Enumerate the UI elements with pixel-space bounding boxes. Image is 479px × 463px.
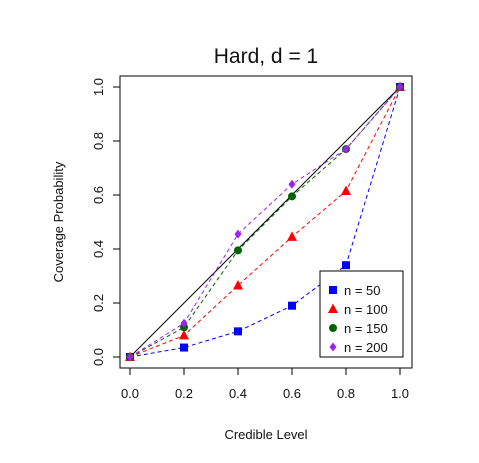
data-point-s4-4: [342, 144, 350, 154]
data-point-s4-2: [234, 229, 242, 239]
legend-label-2: n = 100: [344, 302, 388, 317]
chart-title: Hard, d = 1: [214, 45, 318, 68]
data-point-s2-2: [233, 279, 243, 290]
legend-label-4: n = 200: [344, 340, 388, 355]
y-tick-label: 0.4: [91, 240, 106, 258]
reference-line-layer: [129, 86, 401, 358]
data-point-s2-3: [287, 231, 297, 241]
data-point-s2-4: [341, 185, 351, 195]
x-tick-label: 0.4: [229, 386, 247, 401]
series-line-2: [129, 86, 401, 358]
y-tick-label: 0.0: [91, 348, 106, 366]
reference-diagonal-line: [129, 86, 401, 358]
y-tick-label: 1.0: [91, 78, 106, 96]
data-point-s2-1: [179, 329, 189, 340]
data-point-s3-2: [234, 246, 242, 255]
data-point-s4-0: [126, 352, 134, 362]
legend-label-1: n = 50: [344, 283, 381, 298]
data-point-s4-5: [396, 82, 404, 92]
y-tick-label: 0.2: [91, 294, 106, 312]
series-line-4: [129, 86, 401, 358]
y-axis-label: Coverage Probability: [51, 161, 66, 282]
x-axis: 0.0 0.2 0.4 0.6 0.8 1.0: [121, 367, 409, 401]
legend-marker-3: [329, 324, 337, 332]
series-line-1: [129, 86, 401, 358]
data-point-s3-3: [288, 192, 296, 201]
data-point-s1-1: [180, 343, 188, 352]
legend-marker-4: [329, 342, 337, 352]
x-tick-label: 0.8: [337, 386, 355, 401]
legend-marker-2: [328, 303, 338, 313]
x-tick-label: 0.0: [121, 386, 139, 401]
data-point-s1-3: [288, 301, 296, 310]
data-point-s1-2: [234, 327, 242, 336]
x-axis-label: Credible Level: [224, 427, 307, 442]
x-tick-label: 1.0: [391, 386, 409, 401]
data-point-s4-1: [180, 318, 188, 328]
data-point-s4-3: [288, 179, 296, 189]
series-4: [126, 82, 404, 362]
legend-marker-1: [329, 286, 337, 294]
legend-label-3: n = 150: [344, 321, 388, 336]
x-tick-label: 0.2: [175, 386, 193, 401]
legend: n = 50 n = 100 n = 150 n = 200: [319, 270, 404, 358]
x-tick-label: 0.6: [283, 386, 301, 401]
y-tick-label: 0.6: [91, 186, 106, 204]
y-tick-label: 0.8: [91, 132, 106, 150]
series-line-3: [129, 86, 401, 358]
data-point-s1-4: [342, 261, 350, 270]
series-layer: [125, 81, 405, 362]
legend-box: [319, 270, 404, 358]
y-axis: 0.0 0.2 0.4 0.6 0.8 1.0: [91, 78, 121, 366]
